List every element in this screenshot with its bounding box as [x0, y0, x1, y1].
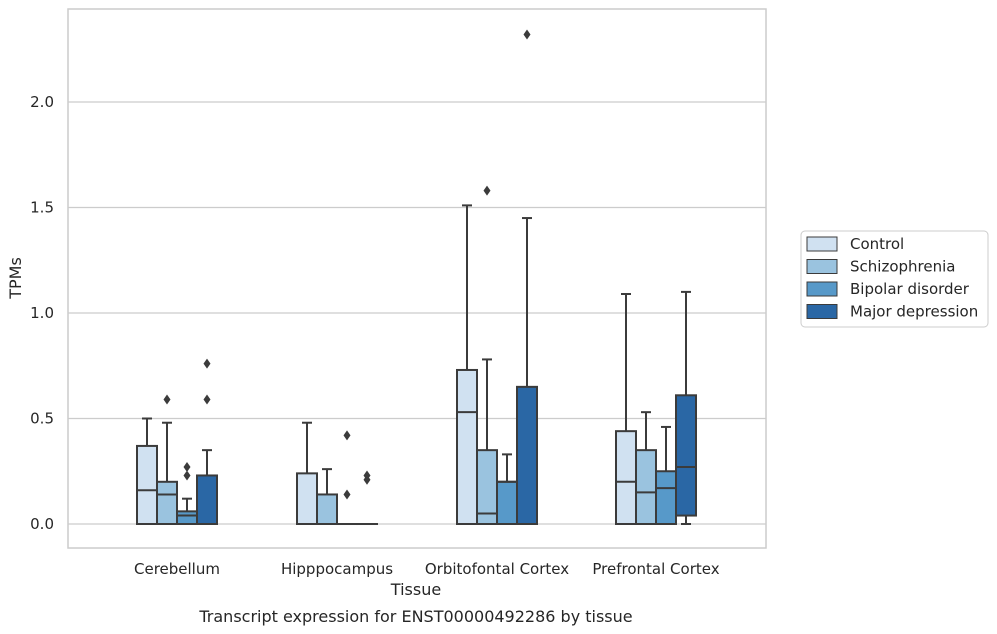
box-control	[136, 417, 158, 525]
box-body	[156, 480, 178, 525]
y-tick-label: 1.5	[30, 199, 54, 217]
box-body	[615, 430, 637, 525]
legend-frame	[800, 230, 989, 328]
y-tick-label: 1.0	[30, 304, 54, 322]
legend-label: Major depression	[850, 303, 978, 321]
box-major-depression	[675, 290, 697, 525]
box-body	[316, 493, 338, 525]
box-schizophrenia	[316, 468, 338, 525]
box-bipolar-disorder	[496, 453, 518, 525]
legend: Control Schizophrenia Bipolar disorder Majo…	[800, 230, 989, 328]
plot-background	[68, 9, 766, 548]
outlier-point	[523, 29, 531, 40]
box-body	[196, 474, 218, 525]
box-body	[456, 368, 478, 525]
outlier-point	[183, 470, 191, 481]
box-body	[655, 470, 677, 525]
box-series	[136, 29, 697, 526]
outlier-point	[203, 394, 211, 405]
legend-swatch	[806, 304, 838, 319]
box-body	[635, 449, 657, 525]
y-tick-label: 2.0	[30, 93, 54, 111]
box-control	[296, 421, 318, 525]
outlier-point	[163, 394, 171, 405]
box-body	[675, 394, 697, 517]
x-tick-label: Orbitofontal Cortex	[425, 560, 569, 578]
box-body	[296, 472, 318, 525]
x-axis-label: Tissue	[390, 580, 441, 599]
y-tick-label: 0.5	[30, 410, 54, 428]
x-tick-label: Prefrontal Cortex	[592, 560, 719, 578]
legend-swatch	[806, 236, 838, 252]
box-major-depression	[516, 29, 538, 525]
box-major-depression	[196, 358, 218, 525]
box-major-depression	[356, 470, 378, 526]
y-axis-label: TPMs	[6, 257, 25, 300]
legend-swatch	[806, 281, 838, 297]
chart-caption: Transcript expression for ENST0000049228…	[198, 607, 632, 626]
plot-frame	[67, 8, 767, 549]
outlier-point	[483, 185, 491, 196]
box-body	[176, 510, 198, 525]
outlier-point	[183, 462, 191, 473]
legend-label: Schizophrenia	[850, 258, 955, 276]
x-tick-label: Hipppocampus	[281, 560, 393, 578]
y-tick-label: 0.0	[30, 515, 54, 533]
outlier-point	[343, 430, 351, 441]
outlier-point	[343, 489, 351, 500]
box-schizophrenia	[156, 394, 178, 525]
box-body	[496, 480, 518, 525]
box-body	[136, 444, 158, 525]
box-body	[516, 385, 538, 525]
outlier-point	[203, 358, 211, 369]
y-tick-labels: 0.0 0.5 1.0 1.5 2.0	[30, 93, 54, 533]
box-control	[456, 204, 478, 525]
box-control	[615, 293, 637, 525]
outlier-point	[363, 470, 371, 481]
legend-label: Bipolar disorder	[850, 280, 970, 298]
legend-swatch	[806, 259, 838, 274]
x-tick-labels: Cerebellum Hipppocampus Orbitofontal Corte…	[134, 560, 720, 578]
x-tick-label: Cerebellum	[134, 560, 220, 578]
legend-label: Control	[850, 235, 904, 253]
box-bipolar-disorder	[336, 430, 358, 526]
